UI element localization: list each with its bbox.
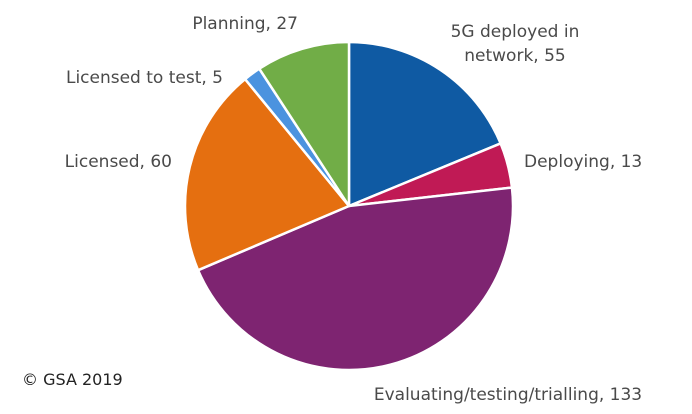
pie-data-labels: 5G deployed in network, 55 Deploying, 13 Ev… bbox=[65, 14, 643, 405]
data-label: Evaluating/testing/trialling, 133 bbox=[374, 385, 642, 405]
data-label-line: 5G deployed in bbox=[451, 22, 580, 42]
data-label-line: network, 55 bbox=[464, 46, 565, 66]
data-label: 5G deployed in network, 55 bbox=[451, 22, 580, 66]
pie-slice bbox=[183, 77, 351, 272]
pie-slice bbox=[258, 40, 351, 208]
pie-slices bbox=[183, 40, 515, 372]
copyright-notice: © GSA 2019 bbox=[22, 370, 123, 389]
data-label-line: Evaluating/testing/trialling, 133 bbox=[374, 385, 642, 405]
data-label-line: Planning, 27 bbox=[192, 14, 298, 34]
data-label-line: Licensed, 60 bbox=[65, 152, 172, 172]
data-label: Licensed to test, 5 bbox=[66, 68, 223, 88]
data-label: Planning, 27 bbox=[192, 14, 298, 34]
pie-slice bbox=[347, 40, 502, 208]
data-label-line: Deploying, 13 bbox=[524, 152, 642, 172]
data-label: Licensed, 60 bbox=[65, 152, 172, 172]
data-label-line: Licensed to test, 5 bbox=[66, 68, 223, 88]
pie-slice bbox=[196, 186, 515, 372]
data-label: Deploying, 13 bbox=[524, 152, 642, 172]
